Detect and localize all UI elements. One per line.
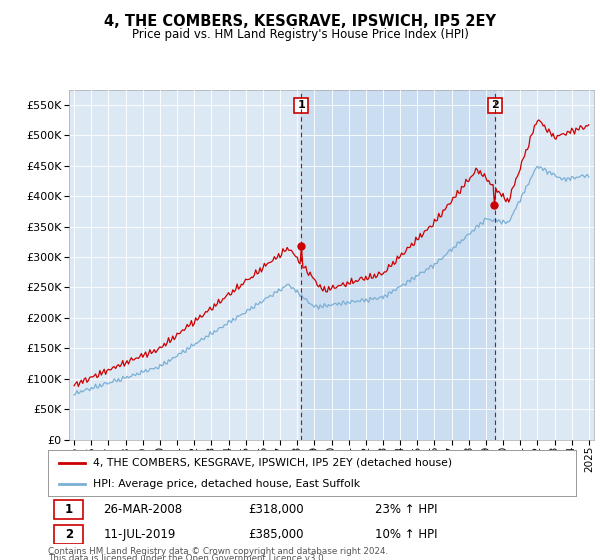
Text: 4, THE COMBERS, KESGRAVE, IPSWICH, IP5 2EY (detached house): 4, THE COMBERS, KESGRAVE, IPSWICH, IP5 2… (93, 458, 452, 468)
Text: Contains HM Land Registry data © Crown copyright and database right 2024.: Contains HM Land Registry data © Crown c… (48, 547, 388, 556)
Text: HPI: Average price, detached house, East Suffolk: HPI: Average price, detached house, East… (93, 479, 360, 489)
Text: 11-JUL-2019: 11-JUL-2019 (103, 528, 176, 541)
Text: £385,000: £385,000 (248, 528, 304, 541)
FancyBboxPatch shape (55, 525, 83, 544)
Text: 1: 1 (297, 100, 305, 110)
Text: 23% ↑ HPI: 23% ↑ HPI (376, 503, 438, 516)
Text: Price paid vs. HM Land Registry's House Price Index (HPI): Price paid vs. HM Land Registry's House … (131, 28, 469, 41)
Text: 4, THE COMBERS, KESGRAVE, IPSWICH, IP5 2EY: 4, THE COMBERS, KESGRAVE, IPSWICH, IP5 2… (104, 14, 496, 29)
Text: 2: 2 (491, 100, 499, 110)
Bar (301, 90, 495, 440)
FancyBboxPatch shape (55, 500, 83, 519)
Text: 2: 2 (65, 528, 73, 541)
Text: £318,000: £318,000 (248, 503, 304, 516)
Text: This data is licensed under the Open Government Licence v3.0.: This data is licensed under the Open Gov… (48, 554, 326, 560)
Text: 10% ↑ HPI: 10% ↑ HPI (376, 528, 438, 541)
Text: 26-MAR-2008: 26-MAR-2008 (103, 503, 182, 516)
Text: 1: 1 (65, 503, 73, 516)
